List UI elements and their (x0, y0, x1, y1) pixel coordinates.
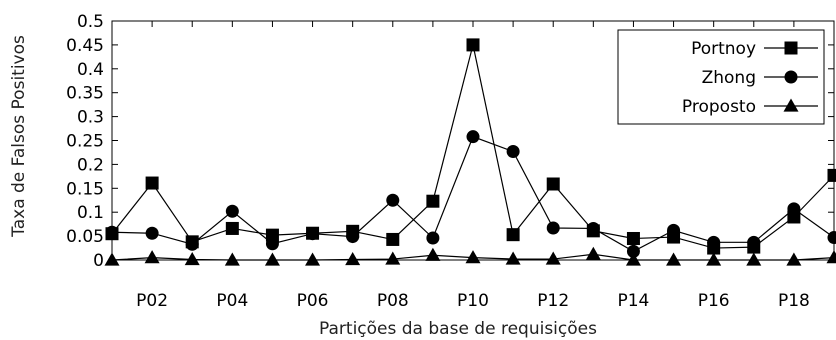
data-point-zhong (546, 221, 560, 235)
y-tick-label: 0 (93, 251, 104, 271)
legend-label-zhong: Zhong (702, 68, 756, 88)
data-point-portnoy (386, 232, 400, 246)
data-point-portnoy (827, 168, 836, 182)
data-point-proposto (545, 251, 561, 265)
y-tick-label: 0.45 (66, 36, 104, 56)
data-point-proposto (465, 250, 481, 264)
data-point-zhong (787, 202, 801, 216)
legend-marker-zhong (784, 70, 798, 84)
y-tick-label: 0.15 (66, 179, 104, 199)
data-point-zhong (626, 244, 640, 258)
data-point-proposto (264, 252, 280, 266)
y-tick-label: 0.3 (77, 108, 104, 128)
data-point-proposto (746, 252, 762, 266)
data-point-proposto (505, 251, 521, 265)
x-tick-label: P14 (617, 291, 649, 311)
data-point-zhong (707, 235, 721, 249)
series-zhong (105, 130, 836, 258)
data-point-proposto (786, 252, 802, 266)
data-point-portnoy (546, 177, 560, 191)
data-point-zhong (306, 227, 320, 241)
data-point-zhong (667, 223, 681, 237)
series-line-zhong (111, 135, 835, 253)
y-tick-label: 0.5 (77, 12, 104, 32)
data-point-proposto (224, 252, 240, 266)
legend-marker-proposto (783, 98, 799, 112)
data-point-proposto (345, 252, 361, 266)
y-tick-label: 0.25 (66, 132, 104, 152)
legend-label-portnoy: Portnoy (691, 39, 756, 59)
legend-marker-portnoy (784, 41, 798, 55)
data-point-proposto (666, 252, 682, 266)
data-point-proposto (706, 252, 722, 266)
x-axis-title: Partições da base de requisições (319, 319, 597, 339)
data-point-proposto (425, 247, 441, 261)
data-point-zhong (386, 193, 400, 207)
data-point-zhong (747, 235, 761, 249)
plot-frame (111, 20, 835, 261)
y-tick-label: 0.1 (77, 203, 104, 223)
data-point-zhong (265, 237, 279, 251)
data-point-proposto (305, 252, 321, 266)
data-point-zhong (185, 237, 199, 251)
x-tick-label: P16 (698, 291, 730, 311)
data-point-proposto (144, 250, 160, 264)
x-tick-label: P18 (778, 291, 810, 311)
data-point-zhong (225, 204, 239, 218)
y-tick-label: 0.35 (66, 84, 104, 104)
y-tick-label: 0.4 (77, 60, 104, 80)
x-tick-label: P02 (136, 291, 168, 311)
series-proposto (104, 246, 836, 266)
data-point-zhong (586, 221, 600, 235)
x-tick-label: P04 (216, 291, 248, 311)
x-tick-label: P10 (457, 291, 489, 311)
data-point-proposto (826, 250, 836, 264)
legend-label-proposto: Proposto (682, 97, 756, 117)
data-point-portnoy (466, 38, 480, 52)
data-point-zhong (145, 226, 159, 240)
data-point-zhong (506, 144, 520, 158)
data-point-proposto (385, 251, 401, 265)
x-tick-label: P06 (297, 291, 329, 311)
x-axis-ticks: P02 P04 P06 P08 P10 P12 P14 P16 P18 (111, 21, 835, 311)
data-point-proposto (184, 252, 200, 266)
data-point-portnoy (225, 221, 239, 235)
data-point-proposto (585, 246, 601, 260)
y-axis-title: Taxa de Falsos Positivos (9, 35, 29, 238)
y-tick-label: 0.2 (77, 155, 104, 175)
data-point-portnoy (506, 228, 520, 242)
x-tick-label: P12 (537, 291, 569, 311)
y-axis-ticks: 0 0.05 0.1 0.15 0.2 0.25 0.3 0.35 0.4 0.45 0.5 (66, 12, 834, 271)
y-tick-label: 0.05 (66, 227, 104, 247)
data-point-portnoy (426, 194, 440, 208)
series-layer (104, 38, 836, 266)
data-point-zhong (346, 230, 360, 244)
data-point-zhong (466, 130, 480, 144)
data-point-zhong (827, 231, 836, 245)
data-point-zhong (426, 231, 440, 245)
x-tick-label: P08 (377, 291, 409, 311)
data-point-portnoy (145, 176, 159, 190)
legend: Portnoy Zhong Proposto (617, 29, 825, 125)
data-point-proposto (625, 252, 641, 266)
data-point-portnoy (626, 231, 640, 245)
